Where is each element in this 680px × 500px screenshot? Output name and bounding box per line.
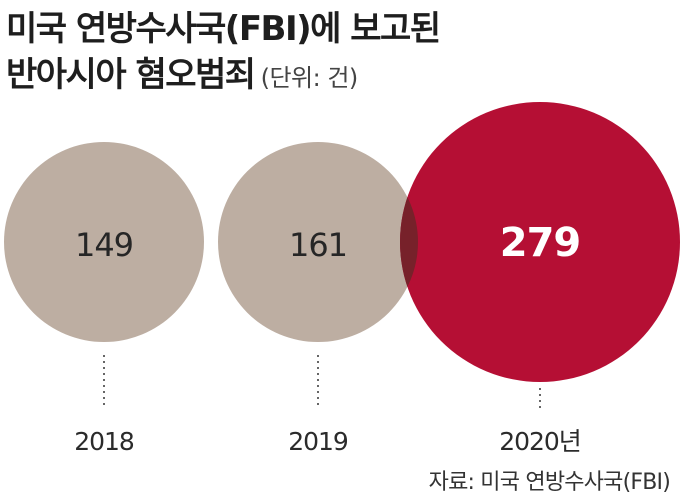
source-note: 자료: 미국 연방수사국(FBI) [428, 470, 671, 495]
chart-title-line2: 반아시아 혐오범죄 (단위: 건) [6, 52, 440, 101]
bubble-2020년 [400, 102, 680, 382]
chart-title-line2-text: 반아시아 혐오범죄 [6, 55, 256, 95]
value-labels: 149 161 279 [75, 220, 581, 266]
unit-label: (단위: 건) [260, 64, 359, 92]
category-label-2: 2020년 [499, 427, 581, 456]
value-label-0: 149 [75, 226, 133, 264]
category-label-0: 2018 [74, 427, 134, 456]
bubble-2019 [218, 142, 418, 342]
category-label-1: 2019 [288, 427, 348, 456]
bubble-2018 [4, 142, 204, 342]
value-label-1: 161 [289, 226, 347, 264]
category-labels: 2018 2019 2020년 [74, 427, 582, 456]
chart-title: 미국 연방수사국(FBI)에 보고된 반아시아 혐오범죄 (단위: 건) [6, 6, 441, 101]
value-label-2: 279 [500, 220, 581, 266]
chart-title-line1: 미국 연방수사국(FBI)에 보고된 [6, 9, 441, 49]
bubbles [4, 102, 680, 382]
